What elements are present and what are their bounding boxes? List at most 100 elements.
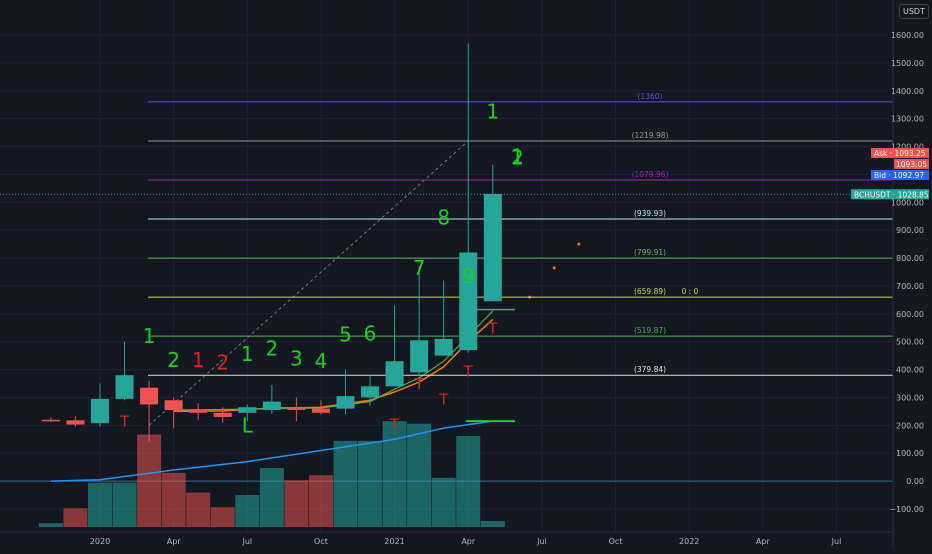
annotation-label: 2 bbox=[511, 146, 524, 170]
candle-body bbox=[336, 396, 355, 409]
candle[interactable] bbox=[41, 417, 60, 423]
time-tick-label: Apr bbox=[461, 537, 476, 546]
candle[interactable] bbox=[213, 407, 232, 423]
volume-bar bbox=[407, 423, 432, 527]
candle-body bbox=[91, 398, 109, 424]
candle[interactable] bbox=[66, 416, 85, 427]
fib-level-label: (1360) bbox=[638, 92, 663, 101]
annotation-label: 8 bbox=[437, 206, 450, 230]
volume-bar bbox=[431, 477, 456, 527]
fib-level-label: (659.89) bbox=[634, 287, 666, 296]
candle-body bbox=[385, 361, 404, 387]
candle[interactable] bbox=[140, 380, 159, 443]
candle[interactable] bbox=[385, 305, 404, 387]
annotation-label: 2 bbox=[167, 348, 180, 372]
time-tick-label: Oct bbox=[314, 537, 328, 546]
volume-bar bbox=[186, 492, 211, 527]
candle[interactable] bbox=[434, 280, 453, 356]
candle[interactable] bbox=[361, 375, 380, 406]
candle[interactable] bbox=[262, 384, 281, 415]
candle-body bbox=[434, 338, 453, 356]
ask-badge-text: Ask · 1093.25 bbox=[874, 149, 926, 158]
annotation-label: T bbox=[463, 363, 474, 381]
price-tick-label: 400.00 bbox=[896, 366, 924, 375]
mid-badge bbox=[894, 159, 929, 169]
volume-bar bbox=[112, 482, 137, 527]
candle[interactable] bbox=[91, 383, 109, 427]
time-tick-label: 2022 bbox=[679, 537, 699, 546]
fib-level-label: (1219.98) bbox=[632, 131, 669, 140]
candle[interactable] bbox=[459, 43, 478, 353]
volume-bar bbox=[358, 440, 383, 527]
volume-bar bbox=[210, 507, 235, 527]
ask-badge bbox=[871, 148, 929, 158]
volume-bar bbox=[333, 440, 358, 527]
fib-level-label: (519.87) bbox=[634, 326, 666, 335]
time-tick-label: 2020 bbox=[90, 537, 110, 546]
annotation-label: 7 bbox=[413, 256, 426, 280]
price-tick-label: 1600.00 bbox=[891, 31, 924, 40]
price-tick-label: 200.00 bbox=[896, 421, 924, 430]
annotation-label: 6 bbox=[364, 321, 377, 345]
volume-bar bbox=[63, 508, 88, 527]
candle-body bbox=[483, 193, 502, 302]
price-tick-label: 800.00 bbox=[896, 254, 924, 263]
price-tick-label: 1000.00 bbox=[891, 198, 924, 207]
volume-bar bbox=[88, 482, 112, 527]
projection-dot bbox=[552, 266, 556, 270]
volume-bar bbox=[308, 475, 333, 527]
price-tick-label: 0.00 bbox=[906, 477, 924, 486]
volume-bar bbox=[456, 435, 481, 527]
price-tick-label: −100.00 bbox=[889, 505, 924, 514]
candle-body bbox=[459, 252, 478, 351]
volume-bar bbox=[259, 467, 284, 527]
bid-badge-text: Bid · 1092.97 bbox=[874, 171, 924, 180]
price-badges: Ask · 1093.25 1093.05 Bid · 1092.97 BCHUSDT… bbox=[851, 148, 929, 200]
candle[interactable] bbox=[189, 403, 208, 420]
candle-body bbox=[213, 412, 232, 417]
candle-body bbox=[140, 387, 159, 405]
mid-badge-text: 1093.05 bbox=[896, 160, 927, 169]
candles[interactable] bbox=[41, 43, 502, 443]
annotation-label: T bbox=[438, 390, 449, 408]
volume-bar bbox=[284, 480, 309, 527]
annotation-label: 1 bbox=[511, 144, 524, 168]
annotation-label: T bbox=[389, 416, 400, 434]
candle-body bbox=[66, 420, 85, 425]
candle-body bbox=[164, 400, 183, 411]
time-tick-label: 2021 bbox=[384, 537, 404, 546]
time-axis[interactable]: 2020 Apr Jul Oct 2021 Apr Jul Oct 2022 Apr Jul bbox=[0, 531, 893, 546]
candle-body bbox=[410, 340, 429, 373]
price-tick-label: 1400.00 bbox=[891, 87, 924, 96]
candle[interactable] bbox=[410, 266, 429, 377]
candle[interactable] bbox=[483, 164, 502, 302]
fib-levels: (1360) (1219.98) (1079.96) (939.93) (799.91)… bbox=[0, 92, 893, 376]
volume-bar bbox=[235, 495, 260, 527]
annotation-label: 5 bbox=[339, 323, 352, 347]
price-tick-label: 100.00 bbox=[896, 449, 924, 458]
fib-level-label: (1079.96) bbox=[632, 170, 669, 179]
candle-body bbox=[41, 419, 60, 422]
annotation-label: 9 bbox=[462, 264, 475, 288]
annotation-label: 1 bbox=[241, 342, 254, 366]
price-tick-label: 700.00 bbox=[896, 282, 924, 291]
fib-level-label: (939.93) bbox=[634, 209, 666, 218]
candle[interactable] bbox=[115, 341, 134, 401]
candle-body bbox=[262, 401, 281, 411]
candle[interactable] bbox=[287, 397, 306, 422]
candle[interactable] bbox=[311, 400, 330, 415]
currency-badge[interactable]: USDT bbox=[899, 4, 929, 19]
candle[interactable] bbox=[164, 397, 183, 429]
annotation-label: T bbox=[487, 319, 498, 337]
volume-bar bbox=[38, 523, 63, 527]
price-tick-label: 500.00 bbox=[896, 338, 924, 347]
time-tick-label: Jul bbox=[241, 537, 252, 546]
candle[interactable] bbox=[238, 404, 257, 422]
candle-body bbox=[361, 386, 380, 398]
candle[interactable] bbox=[336, 369, 355, 415]
last-price-badge bbox=[851, 189, 929, 200]
volume-bar bbox=[137, 434, 162, 527]
annotation-label: 3 bbox=[290, 346, 303, 370]
